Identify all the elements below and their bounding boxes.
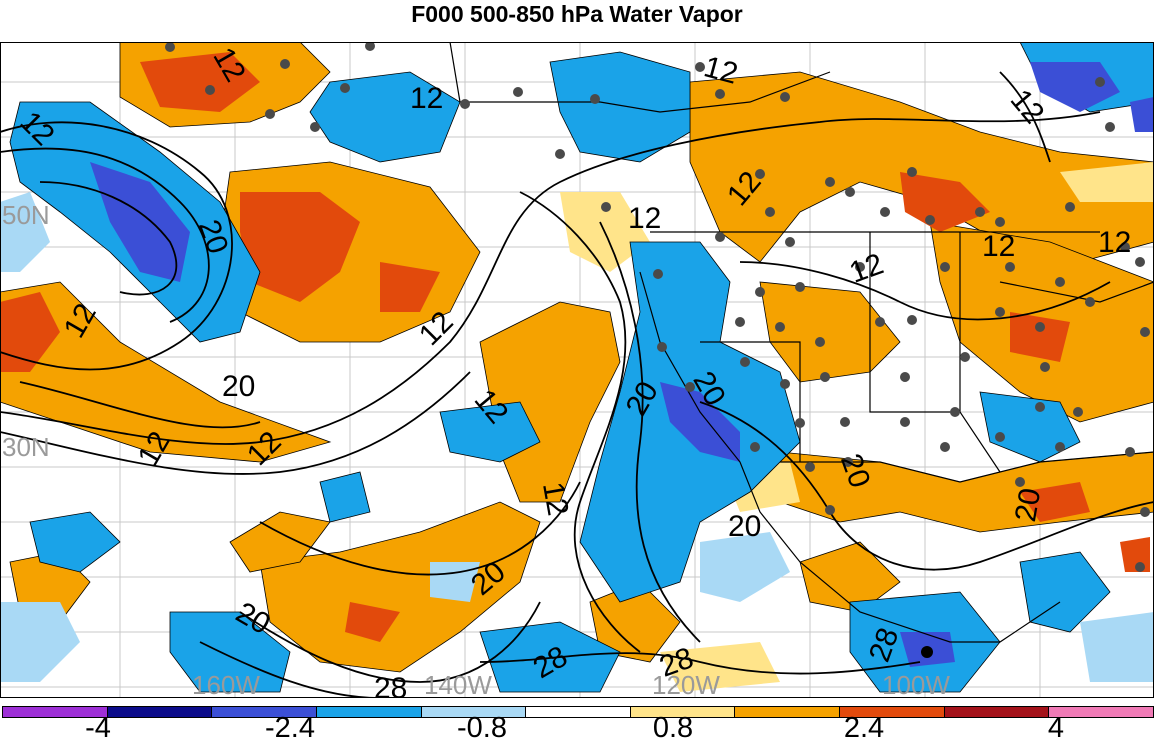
colorbar-tick-label: -2.4 [265, 712, 315, 744]
map-canvas [0, 42, 1154, 698]
colorbar-tick-label: -0.8 [457, 712, 507, 744]
map-border [0, 42, 1154, 698]
colorbar-tick-label: -4 [85, 712, 111, 744]
colorbar-segment [107, 707, 213, 717]
contour-label: 12 [1098, 226, 1132, 259]
colorbar-tick-label: 2.4 [843, 712, 885, 744]
contour-label: 28 [374, 672, 408, 698]
station-markers [165, 42, 1150, 572]
contour-label: 12 [410, 82, 444, 115]
colorbar-segment [526, 707, 631, 717]
colorbar-segment [212, 707, 317, 717]
positive-anomaly-regions [0, 42, 1154, 673]
colorbar [2, 706, 1154, 718]
colorbar-segment [944, 707, 1050, 717]
lon-label: 140W [424, 670, 492, 698]
contour-label: 12 [628, 202, 662, 235]
lon-label: 120W [652, 670, 720, 698]
colorbar-segment [840, 707, 945, 717]
colorbar-segment [630, 707, 736, 717]
colorbar-segment [421, 707, 527, 717]
water-vapor-map: 12 12 12 12 12 12 12 12 12 12 12 12 12 1… [0, 42, 1154, 698]
weak-positive-regions [560, 162, 1154, 692]
contour-label: 12 [982, 230, 1016, 263]
highlight-station-marker [921, 646, 933, 658]
colorbar-tick-label: 0.8 [652, 712, 694, 744]
lat-label: 30N [2, 432, 50, 462]
colorbar-segment [3, 707, 108, 717]
colorbar-tick-label: 4 [1047, 712, 1065, 744]
weak-negative-regions [0, 192, 1154, 682]
lon-label: 160W [192, 670, 260, 698]
colorbar-segment [1049, 707, 1154, 717]
contour-label: 20 [728, 510, 762, 543]
lat-label: 50N [2, 200, 50, 230]
plot-title: F000 500-850 hPa Water Vapor [411, 1, 743, 27]
colorbar-segment [735, 707, 841, 717]
contour-label: 20 [222, 370, 256, 403]
colorbar-segment [316, 707, 422, 717]
strong-positive-regions [0, 52, 1150, 642]
strong-negative-regions [90, 62, 1154, 667]
contour-lines [0, 71, 1154, 698]
lon-label: 100W [882, 670, 950, 698]
